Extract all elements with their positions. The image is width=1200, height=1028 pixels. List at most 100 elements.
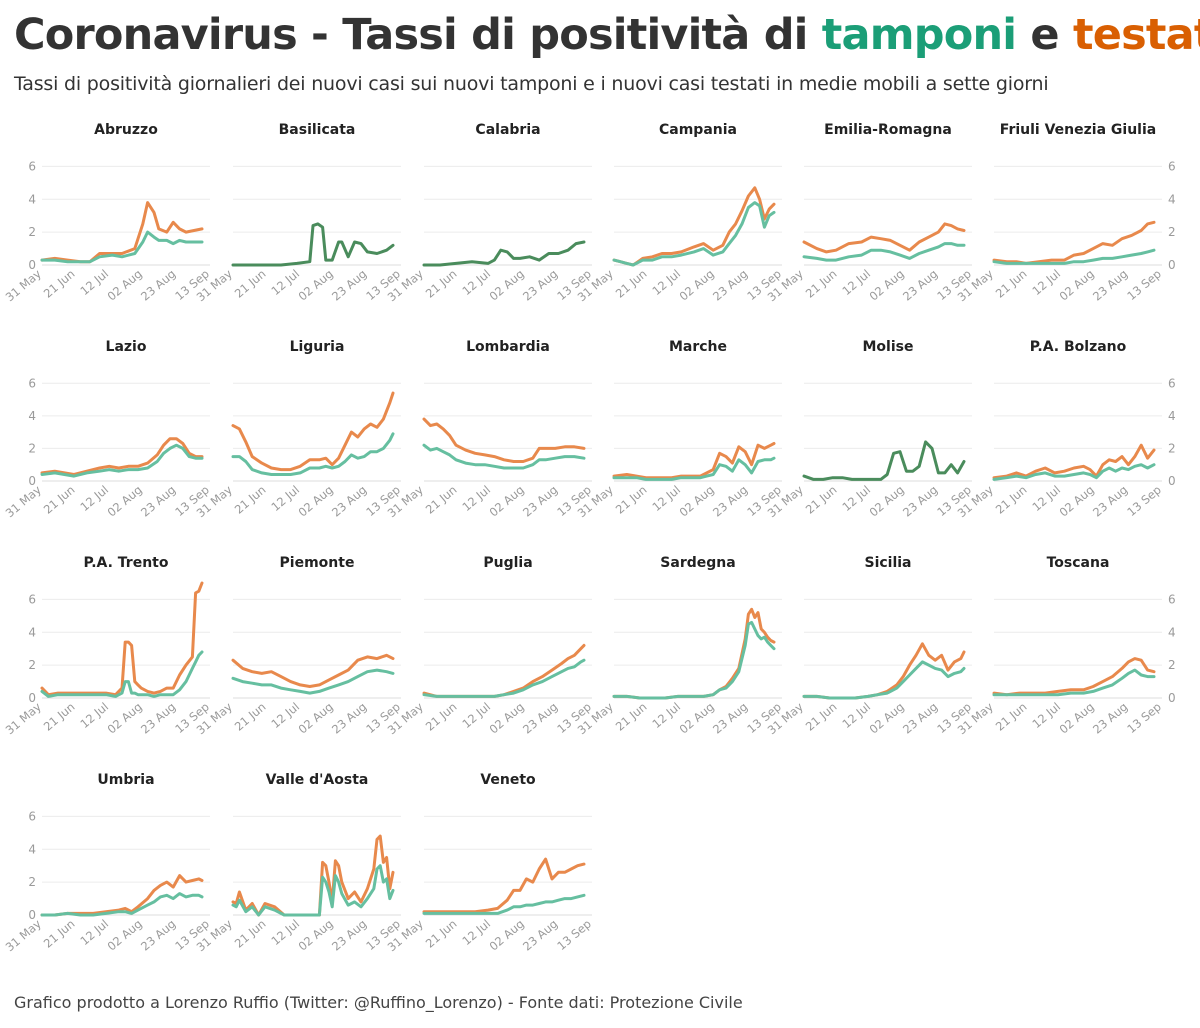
panel-title: Sardegna [660, 555, 735, 571]
series-line-tamponi [802, 242, 966, 262]
x-tick-label: 02 Aug [867, 267, 907, 304]
y-tick-label: 0 [1168, 691, 1176, 705]
x-tick-label: 23 Aug [1090, 483, 1130, 520]
x-tick-label: 23 Aug [900, 700, 940, 737]
panel-title: P.A. Bolzano [1030, 339, 1127, 355]
x-tick-label: 02 Aug [487, 267, 527, 304]
chart-title: Coronavirus - Tassi di positività di tam… [14, 10, 1200, 60]
series-line-testati [992, 657, 1156, 697]
x-tick-label: 02 Aug [296, 483, 336, 520]
x-tick-label: 02 Aug [487, 483, 527, 520]
series-line-testati [40, 874, 204, 917]
x-tick-label: 21 Jun [41, 267, 78, 301]
y-tick-label: 4 [28, 842, 36, 856]
x-tick-label: 13 Sep [1124, 700, 1164, 736]
panel-title: Umbria [97, 772, 154, 788]
x-tick-label: 02 Aug [105, 917, 145, 954]
y-tick-label: 6 [1168, 376, 1176, 390]
x-tick-label: 02 Aug [677, 267, 717, 304]
x-tick-label: 23 Aug [1090, 267, 1130, 304]
x-tick-label: 23 Aug [329, 700, 369, 737]
series-line-tamponi [612, 620, 776, 700]
series-line-tamponi-testati [231, 222, 395, 267]
panel-title: Sicilia [864, 555, 911, 571]
x-tick-label: 02 Aug [487, 917, 527, 954]
panel-title: Calabria [475, 122, 540, 138]
x-tick-label: 23 Aug [520, 917, 560, 954]
panel-title: P.A. Trento [84, 555, 169, 571]
y-tick-label: 2 [28, 875, 36, 889]
series-line-tamponi [231, 668, 395, 695]
series-line-tamponi [992, 463, 1156, 481]
y-tick-label: 2 [1168, 658, 1176, 672]
y-tick-label: 4 [28, 192, 36, 206]
y-tick-label: 4 [1168, 192, 1176, 206]
x-tick-label: 21 Jun [423, 483, 460, 517]
series-line-tamponi [992, 248, 1156, 265]
y-tick-label: 6 [28, 592, 36, 606]
x-tick-label: 31 May [3, 266, 44, 304]
y-tick-label: 0 [28, 258, 36, 272]
x-tick-label: 23 Aug [138, 483, 178, 520]
y-tick-label: 6 [28, 809, 36, 823]
series-line-tamponi [422, 658, 586, 698]
y-tick-label: 2 [1168, 225, 1176, 239]
x-tick-label: 13 Sep [554, 917, 594, 953]
panel-title: Lombardia [466, 339, 550, 355]
panel-title: Puglia [483, 555, 532, 571]
x-tick-label: 31 May [3, 916, 44, 954]
series-line-tamponi [992, 668, 1156, 697]
x-tick-label: 23 Aug [138, 917, 178, 954]
y-tick-label: 0 [28, 474, 36, 488]
series-line-testati [231, 653, 395, 688]
x-tick-label: 21 Jun [803, 267, 840, 301]
series-line-testati [612, 442, 776, 480]
title-tamponi: tamponi [821, 10, 1017, 60]
x-tick-label: 21 Jun [423, 700, 460, 734]
y-tick-label: 0 [28, 691, 36, 705]
x-tick-label: 21 Jun [232, 917, 269, 951]
x-tick-label: 23 Aug [900, 483, 940, 520]
panel-title: Piemonte [280, 555, 355, 571]
x-tick-label: 21 Jun [803, 483, 840, 517]
x-tick-label: 02 Aug [677, 700, 717, 737]
series-line-tamponi [612, 201, 776, 267]
x-tick-label: 02 Aug [105, 700, 145, 737]
x-tick-label: 23 Aug [1090, 700, 1130, 737]
x-tick-label: 02 Aug [105, 267, 145, 304]
y-tick-label: 4 [1168, 625, 1176, 639]
title-prefix: Coronavirus - Tassi di positività di [14, 10, 808, 60]
x-tick-label: 31 May [3, 482, 44, 520]
series-line-tamponi [612, 456, 776, 481]
x-tick-label: 02 Aug [296, 700, 336, 737]
x-tick-label: 23 Aug [520, 700, 560, 737]
x-tick-label: 13 Sep [1124, 483, 1164, 519]
series-line-testati [40, 581, 204, 697]
x-tick-label: 23 Aug [900, 267, 940, 304]
y-tick-label: 6 [28, 376, 36, 390]
series-line-tamponi [40, 892, 204, 917]
panel-title: Molise [863, 339, 914, 355]
y-tick-label: 6 [28, 159, 36, 173]
x-tick-label: 02 Aug [1057, 267, 1097, 304]
x-tick-label: 21 Jun [232, 483, 269, 517]
x-tick-label: 21 Jun [993, 483, 1030, 517]
panel-title: Basilicata [279, 122, 356, 138]
panel-title: Valle d'Aosta [266, 772, 369, 788]
